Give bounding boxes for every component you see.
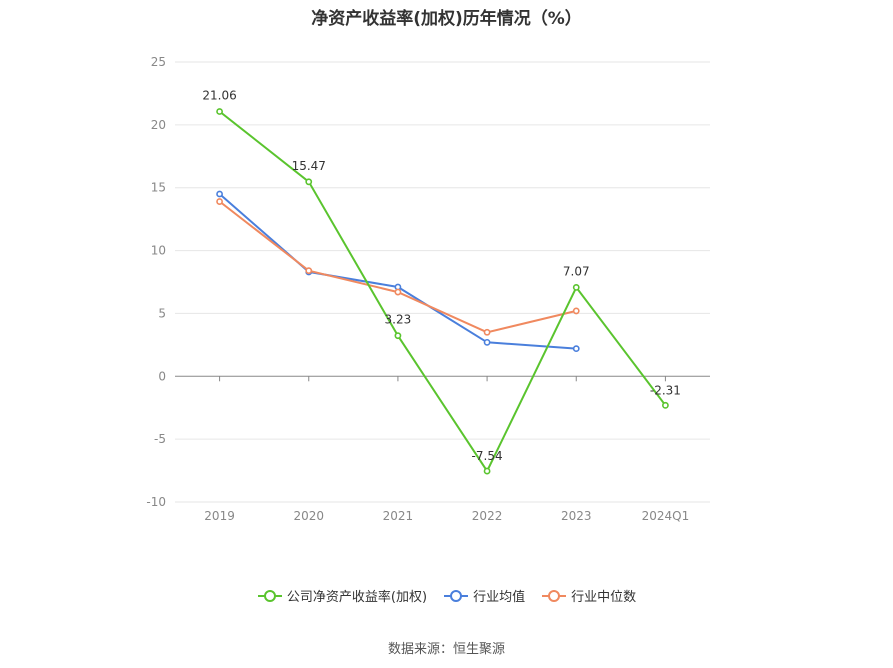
legend-marker-icon bbox=[542, 589, 567, 602]
x-tick-label: 2019 bbox=[204, 509, 235, 523]
series-line bbox=[218, 110, 667, 474]
x-tick-label: 2023 bbox=[561, 509, 592, 523]
source-note: 数据来源：恒生聚源 bbox=[387, 642, 505, 657]
y-tick-label: 10 bbox=[151, 244, 166, 258]
data-label: -2.31 bbox=[650, 383, 681, 397]
legend: 公司净资产收益率(加权) 行业均值 行业中位数 bbox=[0, 586, 893, 605]
data-point bbox=[216, 198, 223, 205]
data-point bbox=[572, 284, 580, 291]
data-label: 15.47 bbox=[292, 159, 326, 173]
grid-lines bbox=[175, 61, 710, 503]
legend-label: 行业均值 bbox=[473, 590, 526, 605]
chart-title: 净资产收益率(加权)历年情况（%） bbox=[311, 9, 582, 29]
data-point bbox=[216, 108, 223, 115]
legend-label: 公司净资产收益率(加权) bbox=[286, 590, 428, 605]
x-tick-label: 2024Q1 bbox=[642, 509, 690, 523]
data-point bbox=[216, 190, 223, 198]
legend-marker-icon bbox=[257, 589, 282, 602]
series-lines bbox=[216, 108, 669, 475]
y-tick-label: -10 bbox=[146, 495, 166, 509]
legend-item[interactable]: 公司净资产收益率(加权) bbox=[257, 586, 427, 605]
y-tick-label: -5 bbox=[154, 432, 166, 446]
y-tick-label: 20 bbox=[151, 118, 166, 132]
y-tick-label: 0 bbox=[158, 369, 166, 383]
data-point bbox=[572, 345, 580, 353]
data-point bbox=[394, 332, 402, 340]
data-point bbox=[305, 178, 313, 186]
data-label: 7.07 bbox=[563, 264, 590, 278]
data-point bbox=[662, 401, 669, 409]
legend-item[interactable]: 行业均值 bbox=[443, 586, 525, 605]
y-tick-label: 5 bbox=[158, 306, 166, 320]
x-tick-label: 2022 bbox=[472, 509, 503, 523]
data-point bbox=[305, 267, 313, 275]
data-point bbox=[483, 328, 491, 336]
axes: 25 20 15 10 5 0 -5 -10 2019 2020 2021 2022 2023 2024Q… bbox=[146, 55, 710, 523]
x-tick-label: 2020 bbox=[293, 509, 324, 523]
data-point bbox=[483, 338, 491, 346]
legend-label: 行业中位数 bbox=[571, 590, 637, 605]
x-tick-label: 2021 bbox=[383, 509, 414, 523]
data-point bbox=[394, 288, 402, 296]
data-point bbox=[572, 307, 580, 315]
legend-marker-icon bbox=[444, 589, 469, 602]
data-label: -7.54 bbox=[472, 449, 503, 463]
legend-item[interactable]: 行业中位数 bbox=[541, 586, 636, 605]
y-tick-label: 25 bbox=[151, 55, 166, 69]
data-label: 21.06 bbox=[202, 89, 236, 103]
data-point bbox=[483, 467, 491, 475]
data-labels: 21.06 15.47 3.23 -7.54 7.07 -2.31 bbox=[202, 89, 681, 464]
data-label: 3.23 bbox=[385, 313, 412, 327]
y-tick-label: 15 bbox=[151, 181, 166, 195]
